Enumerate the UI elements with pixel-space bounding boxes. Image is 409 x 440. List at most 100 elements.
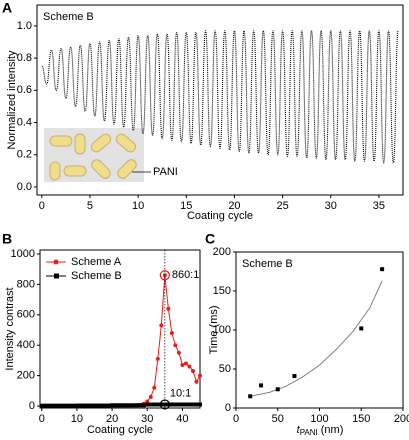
y-tick-label: 400 bbox=[17, 339, 35, 351]
highlight-circle bbox=[159, 270, 170, 281]
y-tick-label: 0 bbox=[29, 400, 35, 412]
panel-letter: A bbox=[2, 0, 12, 16]
marker bbox=[275, 387, 280, 392]
marker bbox=[124, 403, 129, 408]
y-tick-label: 600 bbox=[17, 309, 35, 321]
marker bbox=[180, 402, 185, 407]
plot-frame bbox=[36, 4, 404, 196]
marker bbox=[159, 402, 164, 407]
y-tick-label: 800 bbox=[17, 278, 35, 290]
marker bbox=[169, 402, 174, 407]
marker bbox=[145, 402, 150, 407]
marker bbox=[134, 403, 139, 408]
inset-image bbox=[44, 128, 151, 182]
x-tick-label: 100 bbox=[310, 413, 328, 425]
marker bbox=[187, 402, 192, 407]
legend-label: Scheme B bbox=[71, 270, 122, 282]
y-tick-label: 1.0 bbox=[17, 20, 32, 32]
legend-label: Scheme A bbox=[71, 256, 122, 268]
marker bbox=[359, 326, 364, 331]
panel-title: Scheme B bbox=[242, 258, 293, 270]
annotation: 860:1 bbox=[172, 269, 200, 281]
marker bbox=[183, 361, 188, 366]
annotation: 10:1 bbox=[170, 387, 191, 399]
marker bbox=[74, 403, 79, 408]
y-axis-label: Time (ms) bbox=[208, 305, 220, 354]
x-tick-label: 0 bbox=[39, 413, 45, 425]
x-tick-label: 40 bbox=[176, 413, 188, 425]
marker bbox=[131, 403, 136, 408]
legend-marker bbox=[53, 259, 59, 265]
marker bbox=[78, 403, 83, 408]
y-tick-label: 200 bbox=[213, 246, 231, 258]
plot-frame bbox=[39, 249, 201, 409]
x-tick-label: 25 bbox=[276, 200, 288, 212]
marker bbox=[64, 403, 69, 408]
y-tick-label: 200 bbox=[17, 370, 35, 382]
y-tick-label: 150 bbox=[213, 285, 231, 297]
marker bbox=[53, 403, 58, 408]
marker bbox=[155, 402, 160, 407]
x-tick-label: 200 bbox=[394, 413, 409, 425]
rod bbox=[117, 159, 137, 179]
marker bbox=[162, 402, 167, 407]
marker bbox=[198, 402, 202, 407]
marker bbox=[159, 323, 164, 328]
marker bbox=[198, 373, 202, 378]
data-line bbox=[41, 275, 201, 407]
x-tick-label: 5 bbox=[87, 200, 93, 212]
marker bbox=[173, 402, 178, 407]
y-tick-label: 0.2 bbox=[17, 149, 32, 161]
marker bbox=[50, 403, 55, 408]
marker bbox=[117, 403, 122, 408]
marker bbox=[71, 403, 76, 408]
marker bbox=[176, 350, 181, 355]
x-tick-label: 150 bbox=[352, 413, 370, 425]
marker bbox=[103, 403, 108, 408]
x-tick-label: 0 bbox=[39, 200, 45, 212]
marker bbox=[106, 403, 111, 408]
marker bbox=[194, 402, 199, 407]
marker bbox=[380, 267, 385, 272]
marker bbox=[259, 383, 264, 388]
marker bbox=[248, 394, 253, 399]
marker bbox=[57, 403, 62, 408]
marker bbox=[85, 403, 90, 408]
marker bbox=[92, 403, 97, 408]
marker bbox=[67, 403, 72, 408]
y-tick-label: 0 bbox=[225, 402, 231, 414]
x-tick-label: 10 bbox=[71, 413, 83, 425]
x-tick-label: 15 bbox=[180, 200, 192, 212]
marker bbox=[187, 364, 192, 369]
x-tick-label: 20 bbox=[228, 200, 240, 212]
y-tick-label: 0.4 bbox=[17, 116, 32, 128]
marker bbox=[127, 403, 132, 408]
marker bbox=[173, 343, 178, 348]
marker bbox=[155, 356, 160, 361]
y-tick-label: 0.8 bbox=[17, 52, 32, 64]
marker bbox=[176, 402, 181, 407]
y-axis-label: Intensity contrast bbox=[4, 287, 16, 370]
panel-letter: C bbox=[205, 231, 215, 247]
y-tick-label: 0.6 bbox=[17, 84, 32, 96]
x-tick-label: 0 bbox=[233, 413, 239, 425]
marker bbox=[39, 403, 44, 408]
marker bbox=[46, 403, 51, 408]
marker bbox=[96, 403, 101, 408]
marker bbox=[43, 403, 48, 408]
rod bbox=[91, 159, 111, 179]
x-label-unit: (nm) bbox=[321, 424, 344, 436]
marker bbox=[166, 306, 171, 311]
y-tick-label: 0.0 bbox=[17, 181, 32, 193]
x-tick-label: 50 bbox=[272, 413, 284, 425]
marker bbox=[169, 331, 174, 336]
y-tick-label: 50 bbox=[219, 363, 231, 375]
highlight-circle bbox=[159, 399, 170, 410]
panel-letter: B bbox=[2, 231, 12, 247]
marker bbox=[183, 402, 188, 407]
marker bbox=[148, 402, 153, 407]
inset-annotation: PANI bbox=[153, 166, 178, 178]
marker bbox=[81, 403, 86, 408]
marker bbox=[180, 362, 185, 367]
